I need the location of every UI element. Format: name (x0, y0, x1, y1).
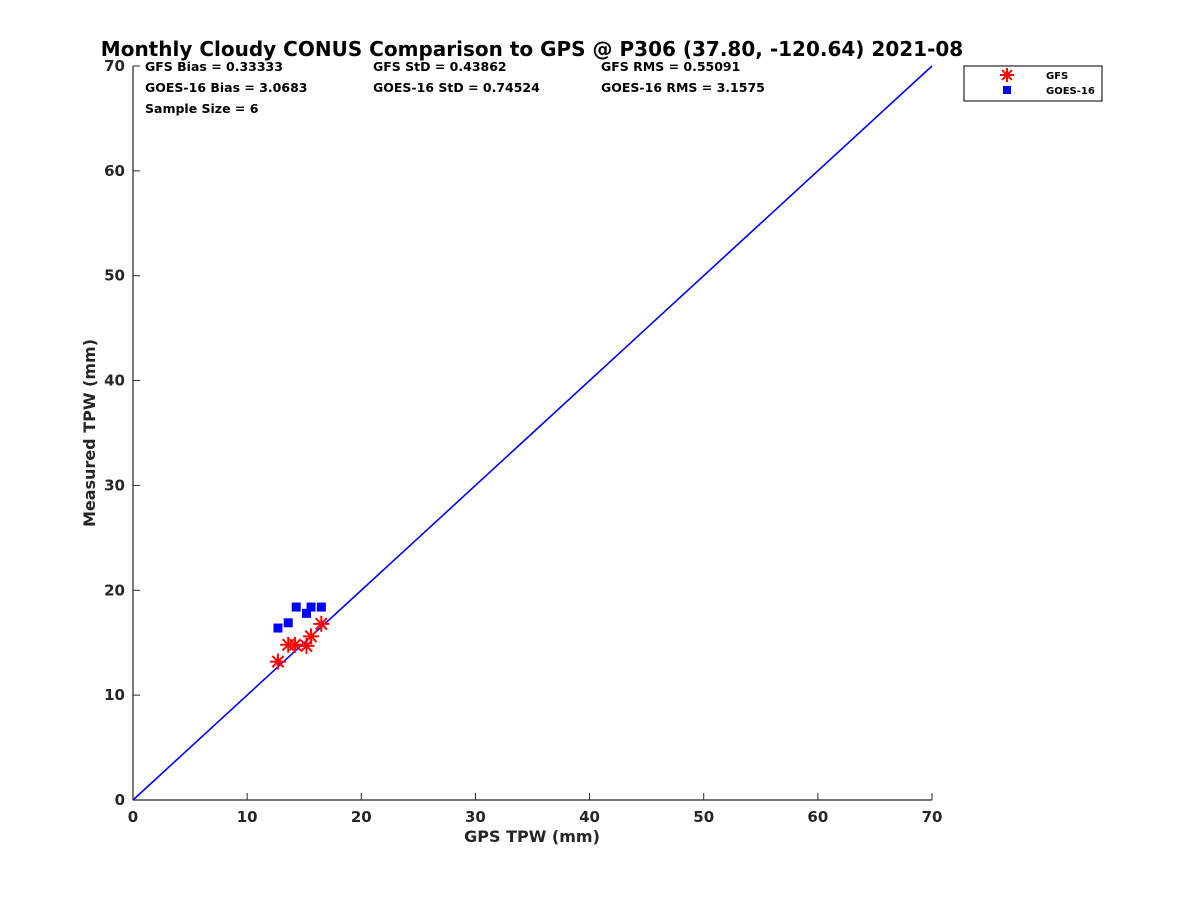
x-tick-label: 20 (351, 808, 372, 826)
legend-gfs-label: GFS (1046, 71, 1068, 82)
goes16-point (273, 623, 283, 633)
y-tick-label: 50 (104, 267, 125, 285)
sample-size-stat: Sample Size = 6 (145, 101, 259, 116)
goes16-point (291, 602, 301, 612)
x-tick-label: 10 (237, 808, 258, 826)
x-tick-label: 50 (693, 808, 714, 826)
legend: GFS GOES-16 (963, 65, 1103, 102)
x-axis-label: GPS TPW (mm) (464, 827, 600, 846)
one-to-one-line (132, 65, 933, 801)
y-axis-label: Measured TPW (mm) (80, 339, 99, 527)
goes16-point (316, 602, 326, 612)
y-tick-label: 70 (104, 57, 125, 75)
goes-rms-stat: GOES-16 RMS = 3.1575 (601, 80, 765, 95)
legend-gfs-asterisk (1000, 68, 1014, 82)
gfs-std-stat: GFS StD = 0.43862 (373, 59, 507, 74)
x-tick-label: 70 (922, 808, 943, 826)
legend-goes-marker (1003, 86, 1011, 94)
gfs-point (269, 653, 286, 670)
y-tick-label: 20 (104, 581, 125, 599)
x-tick-label: 0 (128, 808, 138, 826)
x-tick-label: 60 (807, 808, 828, 826)
y-tick-label: 30 (104, 476, 125, 494)
legend-goes-label: GOES-16 (1046, 86, 1095, 97)
x-tick-label: 30 (465, 808, 486, 826)
data-markers (269, 602, 330, 670)
gfs-bias-stat: GFS Bias = 0.33333 (145, 59, 283, 74)
goes-std-stat: GOES-16 StD = 0.74524 (373, 80, 540, 95)
axis-ticks: 0 10 20 30 40 50 60 70 0 10 20 30 40 50 60 70 (104, 57, 942, 826)
goes16-point (301, 608, 311, 618)
gfs-rms-stat: GFS RMS = 0.55091 (601, 59, 740, 74)
goes-bias-stat: GOES-16 Bias = 3.0683 (145, 80, 307, 95)
y-tick-label: 0 (115, 791, 125, 809)
legend-gfs-marker (1000, 68, 1014, 82)
y-tick-label: 40 (104, 372, 125, 390)
gfs-point (287, 636, 304, 653)
goes16-point (306, 602, 316, 612)
legend-box (963, 65, 1103, 102)
y-tick-label: 10 (104, 686, 125, 704)
chart-title: Monthly Cloudy CONUS Comparison to GPS @… (101, 37, 963, 61)
gfs-point (303, 628, 320, 645)
gfs-point (313, 615, 330, 632)
y-tick-label: 60 (104, 162, 125, 180)
x-tick-label: 40 (579, 808, 600, 826)
goes16-point (283, 618, 293, 628)
